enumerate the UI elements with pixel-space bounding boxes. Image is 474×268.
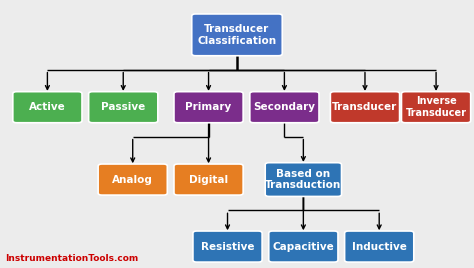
- Text: Secondary: Secondary: [254, 102, 315, 112]
- Text: Transducer: Transducer: [332, 102, 398, 112]
- Text: Digital: Digital: [189, 174, 228, 185]
- FancyBboxPatch shape: [250, 92, 319, 123]
- Text: Capacitive: Capacitive: [273, 241, 334, 252]
- Text: Passive: Passive: [101, 102, 146, 112]
- FancyBboxPatch shape: [174, 164, 243, 195]
- FancyBboxPatch shape: [98, 164, 167, 195]
- FancyBboxPatch shape: [13, 92, 82, 123]
- FancyBboxPatch shape: [269, 231, 338, 262]
- FancyBboxPatch shape: [401, 92, 471, 123]
- Text: Resistive: Resistive: [201, 241, 254, 252]
- Text: Based on
Transduction: Based on Transduction: [265, 169, 341, 190]
- Text: Transducer
Classification: Transducer Classification: [198, 24, 276, 46]
- Text: InstrumentationTools.com: InstrumentationTools.com: [5, 254, 138, 263]
- Text: Primary: Primary: [185, 102, 232, 112]
- FancyBboxPatch shape: [193, 231, 262, 262]
- FancyBboxPatch shape: [330, 92, 400, 123]
- Text: Inductive: Inductive: [352, 241, 407, 252]
- FancyBboxPatch shape: [265, 163, 341, 196]
- Text: Active: Active: [29, 102, 66, 112]
- FancyBboxPatch shape: [191, 14, 282, 56]
- Text: Analog: Analog: [112, 174, 153, 185]
- FancyBboxPatch shape: [89, 92, 158, 123]
- FancyBboxPatch shape: [345, 231, 414, 262]
- FancyBboxPatch shape: [174, 92, 243, 123]
- Text: Inverse
Transducer: Inverse Transducer: [406, 96, 466, 118]
